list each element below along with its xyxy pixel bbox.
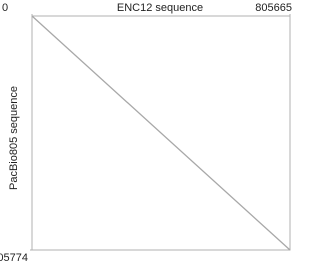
x-axis-label: ENC12 sequence: [117, 2, 203, 14]
plot-frame: [31, 15, 291, 251]
x-tick-label: 0: [2, 2, 8, 14]
chart: ENC12 sequence PacBio805 sequence 0 80566…: [0, 2, 292, 264]
y-tick-label: 805774: [0, 252, 28, 264]
x-tick-label: 805665: [255, 2, 292, 14]
alignment-line: [31, 15, 291, 251]
y-axis-label: PacBio805 sequence: [8, 86, 20, 190]
